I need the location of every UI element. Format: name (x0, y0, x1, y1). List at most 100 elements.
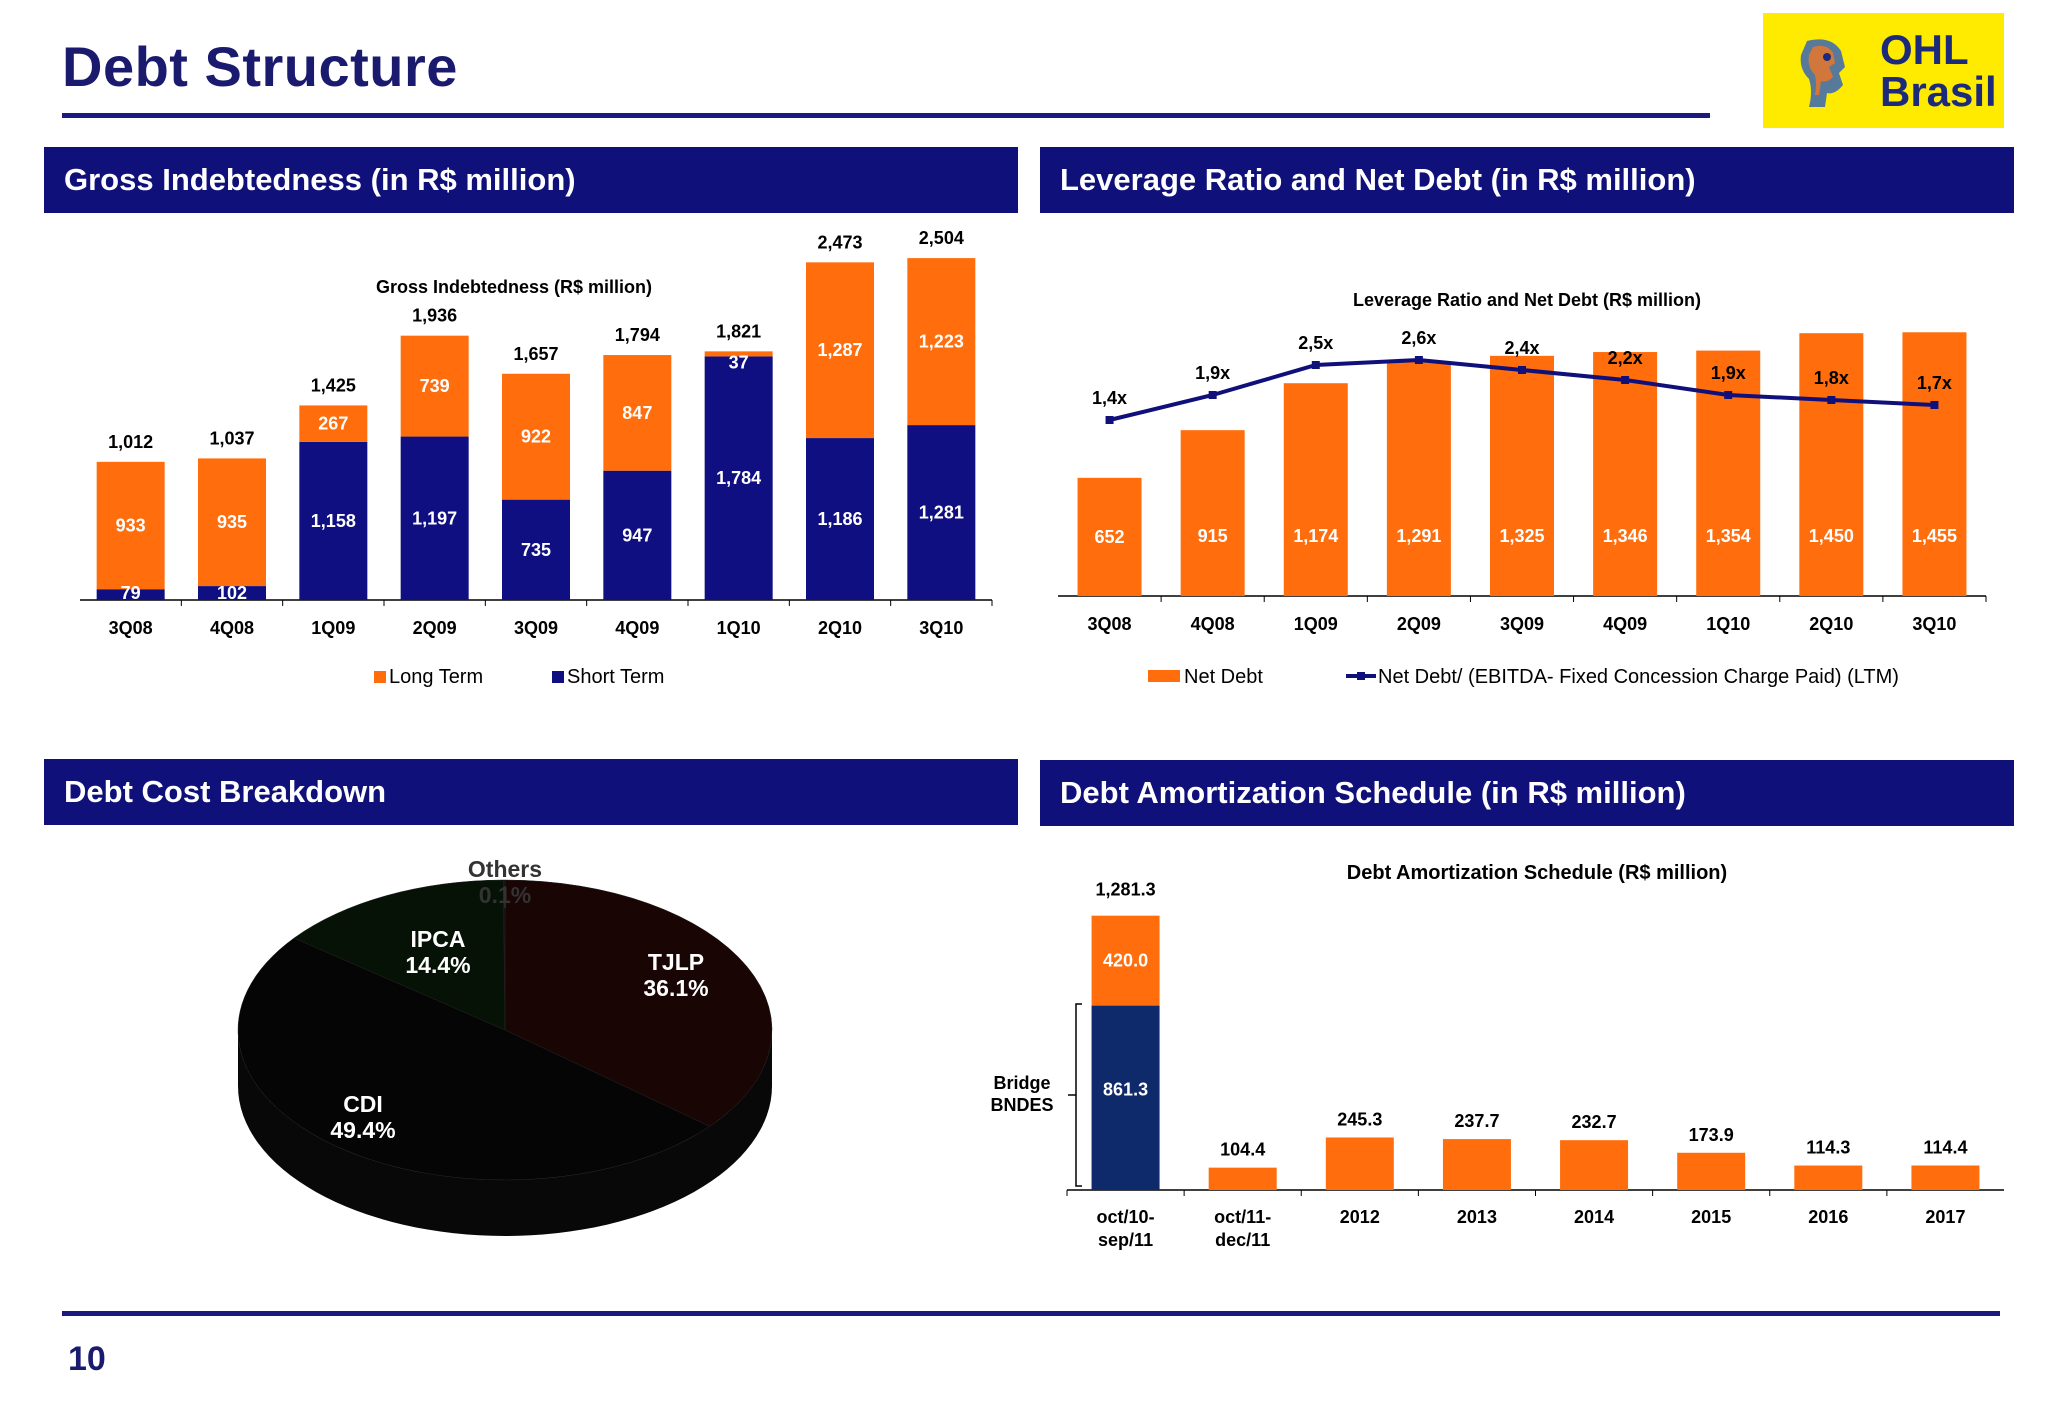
data-label-amortization: 114.4 (1923, 1138, 1967, 1158)
data-label-ratio: 1,9x (1711, 363, 1746, 383)
data-label-long-term: 37 (729, 352, 749, 372)
x-tick-label: 1Q09 (1294, 614, 1338, 634)
panel-header-leverage: Leverage Ratio and Net Debt (in R$ milli… (1040, 147, 2014, 213)
x-tick-label: 2Q10 (818, 618, 862, 638)
x-tick-label: 1Q10 (1706, 614, 1750, 634)
data-label-long-term: 922 (521, 427, 551, 447)
data-label-amortization: 237.7 (1454, 1111, 1499, 1131)
data-label-short-term: 102 (217, 583, 247, 603)
x-tick-label: 3Q10 (919, 618, 963, 638)
total-label: 1,936 (412, 306, 457, 326)
data-label-net-debt: 1,325 (1499, 526, 1544, 546)
total-label: 2,473 (817, 232, 862, 252)
pie-slice-tjlp (504, 879, 773, 1127)
data-label-amortization: 245.3 (1337, 1109, 1382, 1129)
x-tick-label: 3Q09 (514, 618, 558, 638)
line-marker (1827, 396, 1836, 404)
x-tick-label: 4Q08 (210, 618, 254, 638)
bar-amortization (1677, 1152, 1746, 1190)
amortization-chart: Debt Amortization Schedule (R$ million) 8… (980, 835, 2014, 1275)
bar-short-term (400, 436, 469, 600)
bar-short-term (907, 425, 976, 600)
data-label-ratio: 1,7x (1917, 373, 1952, 393)
line-marker (1518, 366, 1526, 374)
bar-net-debt (1799, 333, 1864, 596)
line-marker (1724, 391, 1733, 399)
x-tick-label: 3Q10 (1912, 614, 1956, 634)
gross-chart-svg: Gross Indebtedness (R$ million) 3Q08 79 933… (80, 228, 993, 688)
data-label-short-term: 1,158 (311, 511, 356, 531)
amort-chart-svg: Debt Amortization Schedule (R$ million) 8… (990, 862, 2004, 1250)
debt-cost-pie-chart: TJLP 36.1% CDI 49.4% IPCA 14.4% Others 0.1% (200, 830, 840, 1250)
bar-long-term (400, 335, 469, 437)
bar-short-term (299, 441, 368, 600)
legend-label-ratio: Net Debt/ (EBITDA- Fixed Concession Char… (1378, 666, 1899, 688)
data-label-ratio: 1,8x (1814, 368, 1849, 388)
data-label-short-term: 1,784 (716, 468, 761, 488)
data-label-amortization: 232.7 (1572, 1112, 1617, 1132)
x-tick-label: 1Q10 (717, 618, 761, 638)
total-label: 1,794 (615, 325, 660, 345)
x-tick-label: 2014 (1574, 1207, 1614, 1227)
x-tick-label: 1Q09 (311, 618, 355, 638)
line-marker (1105, 416, 1114, 424)
panel-header-debt-cost: Debt Cost Breakdown (44, 759, 1018, 825)
data-label-net-debt: 1,455 (1912, 526, 1957, 546)
pie-value-cdi: 49.4% (330, 1117, 395, 1143)
logo-text-brasil: Brasil (1880, 68, 1997, 115)
bar-long-term (96, 461, 165, 590)
pie-value-tjlp: 36.1% (643, 975, 708, 1001)
bar-net-debt (1902, 332, 1967, 596)
x-tick-label: 3Q09 (1500, 614, 1544, 634)
bar-net-debt (1593, 352, 1658, 596)
bar-short-term (704, 356, 773, 600)
x-tick-label: 2015 (1691, 1207, 1731, 1227)
x-tick-label: 2Q10 (1809, 614, 1853, 634)
pie-label-cdi: CDI (343, 1091, 383, 1117)
pie-side-wall (238, 1030, 772, 1236)
data-label-short-term: 947 (622, 525, 652, 545)
leverage-chart-svg: Leverage Ratio and Net Debt (R$ million)… (1058, 290, 1987, 688)
pie-label-tjlp: TJLP (648, 949, 704, 975)
data-label-short-term: 1,281 (919, 503, 964, 523)
bar-long-term (502, 373, 570, 500)
chart-title: Gross Indebtedness (R$ million) (376, 277, 652, 297)
pie-slice-ipca (293, 879, 506, 1031)
title-divider (62, 113, 1710, 118)
line-marker (1930, 401, 1939, 409)
total-label: 1,425 (311, 375, 356, 395)
bridge-bracket (1075, 1003, 1082, 1187)
data-label-short-term: 735 (521, 540, 551, 560)
data-label-ratio: 2,4x (1504, 338, 1539, 358)
bar-net-debt (1386, 362, 1451, 596)
total-label: 1,657 (513, 344, 558, 364)
x-tick-label: 2012 (1340, 1207, 1380, 1227)
bar-amortization (1794, 1165, 1863, 1190)
leverage-chart: Leverage Ratio and Net Debt (R$ million)… (1040, 215, 2014, 715)
legend-marker-ratio (1357, 672, 1365, 680)
footer-divider (62, 1311, 2000, 1316)
bar-long-term (299, 405, 368, 442)
data-label-net-debt: 915 (1198, 526, 1228, 546)
bar-net-debt (1180, 430, 1245, 596)
total-label: 1,821 (716, 321, 761, 341)
bar-amortization (1091, 915, 1160, 1006)
panel-header-amortization: Debt Amortization Schedule (in R$ millio… (1040, 760, 2014, 826)
legend-label-short-term: Short Term (567, 666, 664, 688)
bar-long-term (907, 258, 976, 426)
data-label-long-term: 933 (116, 516, 146, 536)
line-marker (1621, 376, 1630, 384)
data-label-bridge-bndes: 861.3 (1103, 1080, 1148, 1100)
x-tick-label: 2017 (1925, 1207, 1965, 1227)
legend-label-net-debt: Net Debt (1184, 666, 1263, 688)
bridge-label: Bridge (993, 1073, 1050, 1093)
bar-amortization (1442, 1139, 1511, 1190)
total-label: 1,012 (108, 432, 153, 452)
page-number: 10 (68, 1340, 106, 1378)
x-tick-label: sep/11 (1098, 1230, 1153, 1250)
total-label: 1,037 (209, 428, 254, 448)
line-marker (1311, 361, 1320, 369)
data-label-long-term: 847 (622, 403, 652, 423)
data-label-long-term: 935 (217, 512, 247, 532)
bar-long-term (704, 351, 773, 357)
